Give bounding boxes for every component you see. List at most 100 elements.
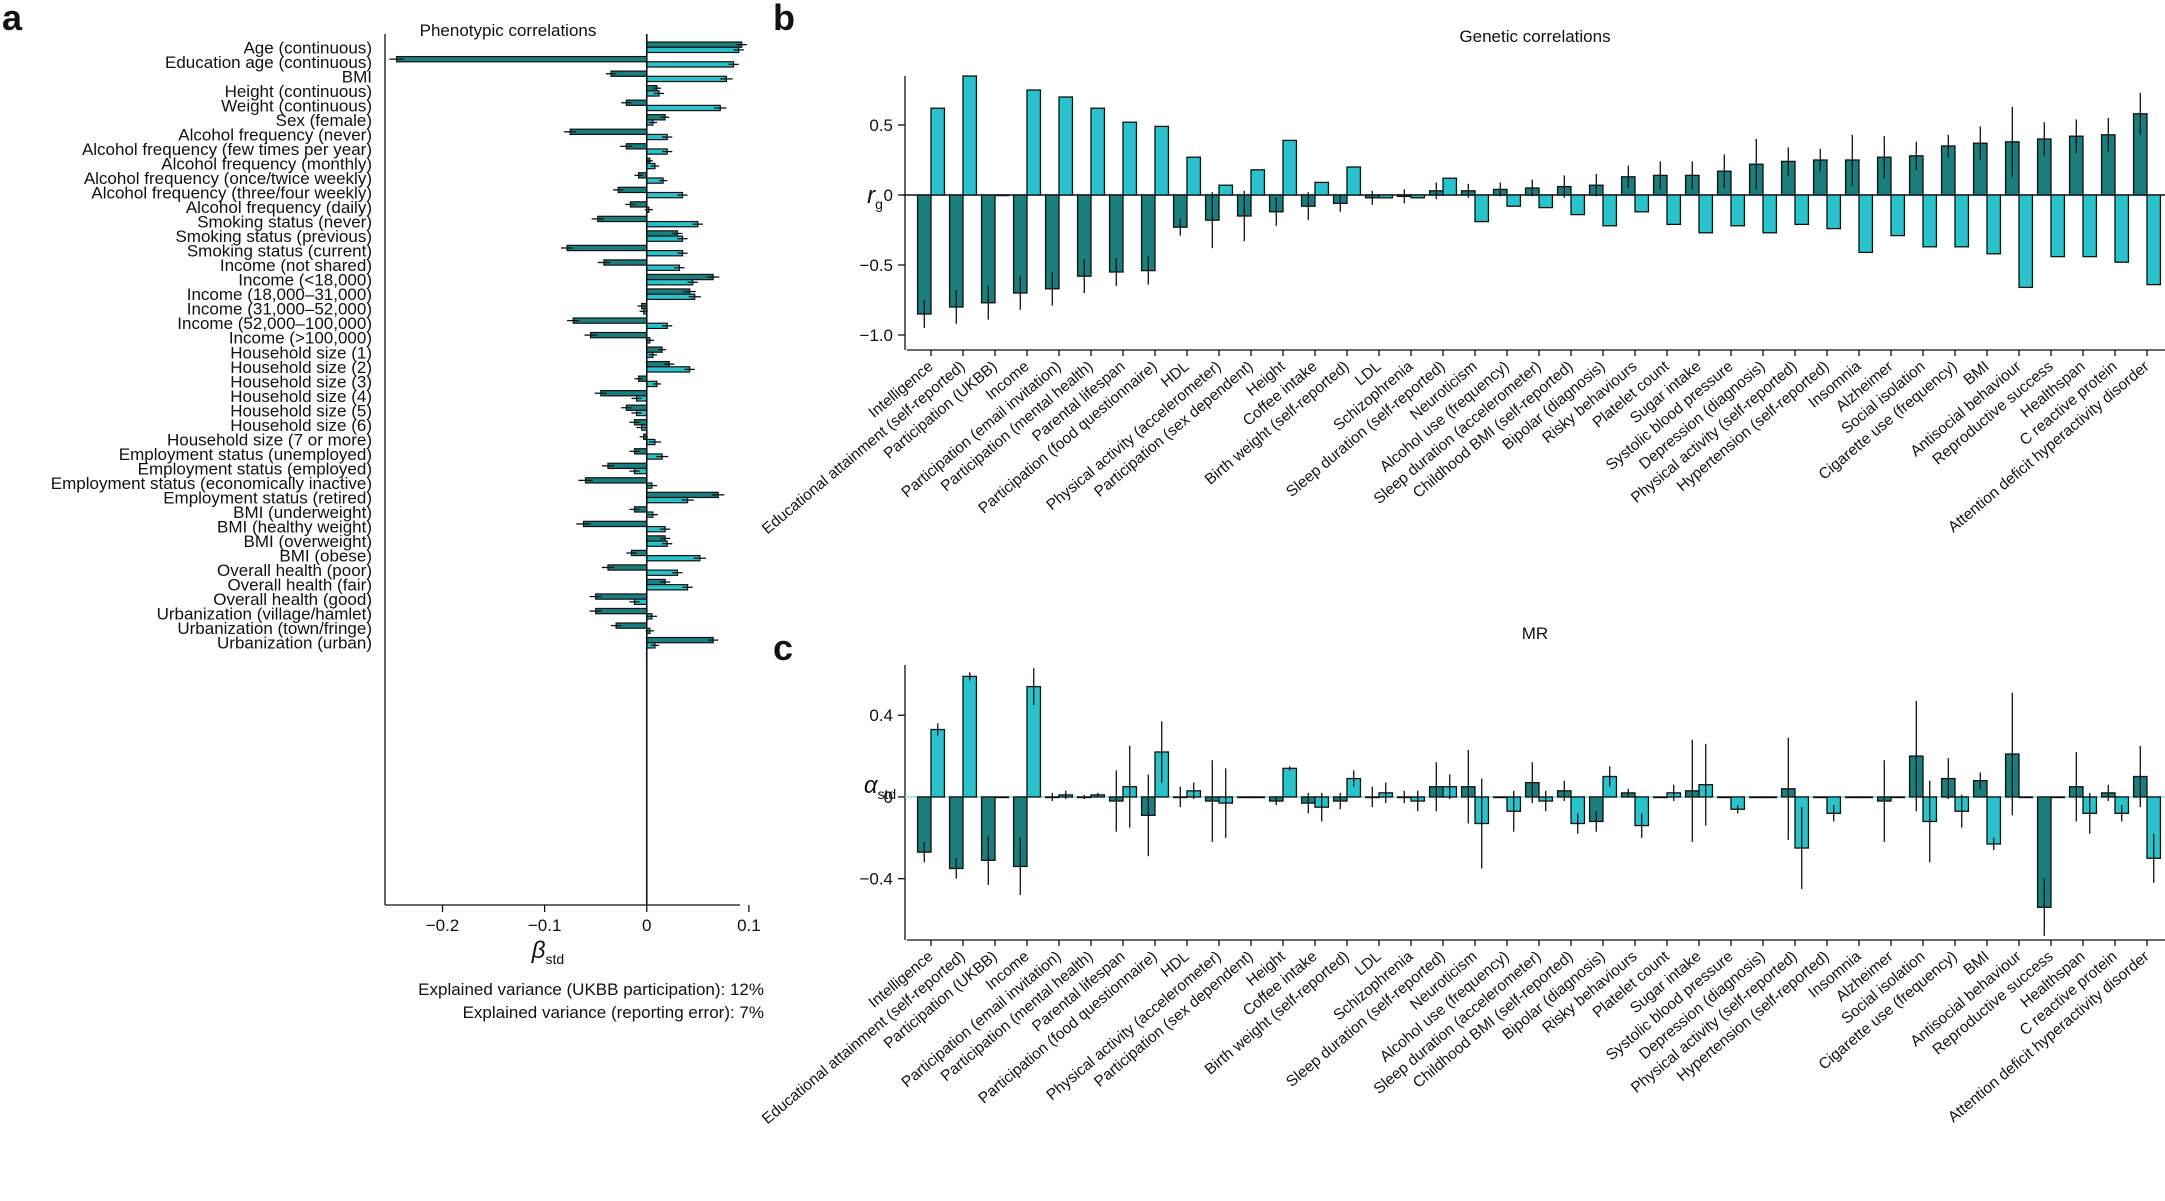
- bar-reporting-error-ldl: [1378, 194, 1394, 199]
- bar-reporting-error-educational-attainment-self-reported: [962, 75, 978, 196]
- row-label-income-18-000-31-000: Income (18,000–31,000): [187, 285, 372, 304]
- y-tick-label: −0.5: [859, 256, 893, 275]
- row-label-household-size-2: Household size (2): [230, 358, 372, 377]
- row-label-income-52-000-100-000: Income (52,000–100,000): [177, 314, 372, 333]
- bar-ukbb-participation-educational-attainment-self-reported: [948, 796, 964, 870]
- row-label-alcohol-frequency-never: Alcohol frequency (never): [178, 125, 372, 144]
- panel-b-genetic-correlations: b Genetic correlations rg 0.50−0.5−1.0In…: [759, 0, 2165, 538]
- bar-reporting-error-insomnia: [1858, 796, 1874, 799]
- x-category-label-educational-attainment-self-reported: Educational attainment (self-reported): [759, 358, 969, 538]
- panel-c-y-axis-subscript: std: [878, 786, 897, 802]
- row-label-household-size-6: Household size (6): [230, 416, 372, 435]
- y-tick-label: 0.4: [869, 706, 893, 725]
- row-label-bmi: BMI: [342, 67, 372, 86]
- panel-a-title: Phenotypic correlations: [420, 21, 597, 40]
- bar-reporting-error-physical-activity-self-reported: [1794, 194, 1810, 226]
- bar-reporting-error-smoking-status-current: [646, 249, 684, 257]
- bar-reporting-error-risky-behaviours: [1634, 194, 1650, 213]
- bar-ukbb-participation-smoking-status-never: [597, 215, 648, 223]
- row-label-bmi-underweight: BMI (underweight): [233, 503, 372, 522]
- bar-reporting-error-birth-weight-self-reported: [1346, 166, 1362, 196]
- bar-ukbb-participation-insomnia: [1844, 796, 1860, 799]
- row-label-bmi-healthy-weight: BMI (healthy weight): [217, 518, 372, 537]
- bar-ukbb-participation-household-size-4: [600, 390, 648, 397]
- bar-ukbb-participation-education-age-continuous: [395, 55, 648, 63]
- row-label-smoking-status-current: Smoking status (current): [187, 242, 372, 261]
- bar-ukbb-participation-employment-status-retired: [646, 491, 719, 499]
- explained-variance-participation: Explained variance (UKBB participation):…: [418, 980, 764, 999]
- bar-reporting-error-income-18-000-31-000: [646, 293, 696, 300]
- bar-reporting-error-participation-mental-health: [1090, 107, 1106, 196]
- panel-b-y-axis-label: rg: [867, 182, 883, 212]
- bar-ukbb-participation-income-18-000-31-000: [646, 288, 691, 295]
- row-label-alcohol-frequency-few-times-per-year: Alcohol frequency (few times per year): [82, 140, 372, 159]
- row-label-income-31-000-52-000: Income (31,000–52,000): [187, 300, 372, 319]
- bar-reporting-error-platelet-count: [1666, 194, 1682, 226]
- bar-reporting-error-income-18-000: [646, 279, 694, 286]
- panel-a-bars: [389, 41, 747, 649]
- x-tick-label: −0.2: [426, 916, 460, 935]
- row-label-alcohol-frequency-monthly: Alcohol frequency (monthly): [161, 154, 372, 173]
- bar-reporting-error-social-isolation: [1922, 194, 1938, 248]
- bar-reporting-error-participation-sex-dependent: [1250, 169, 1266, 196]
- x-tick-label: 0: [642, 916, 651, 935]
- row-label-age-continuous: Age (continuous): [243, 38, 372, 57]
- bar-reporting-error-neuroticism: [1474, 194, 1490, 223]
- bar-ukbb-participation-employment-status-economically-inactive: [584, 477, 648, 484]
- bar-reporting-error-smoking-status-never: [646, 220, 699, 228]
- x-tick-label: −0.1: [528, 916, 562, 935]
- bar-reporting-error-overall-health-fair: [646, 584, 689, 591]
- panel-a-x-axis-symbol: β: [531, 937, 546, 964]
- bar-reporting-error-childhood-bmi-self-reported: [1570, 194, 1586, 216]
- panel-a-rows: Age (continuous)Education age (continuou…: [51, 38, 372, 652]
- panel-a-x-axis-subscript: std: [546, 951, 565, 967]
- row-label-urbanization-urban: Urbanization (urban): [217, 634, 372, 653]
- row-label-household-size-3: Household size (3): [230, 372, 372, 391]
- bar-reporting-error-alcohol-use-frequency: [1506, 194, 1522, 207]
- row-label-overall-health-poor: Overall health (poor): [217, 561, 372, 580]
- bar-ukbb-participation-alcohol-use-frequency: [1492, 796, 1508, 799]
- bar-reporting-error-alcohol-frequency-three-four-weekly: [646, 191, 684, 199]
- bar-reporting-error-antisocial-behaviour: [2018, 796, 2034, 799]
- bar-reporting-error-c-reactive-protein: [2114, 194, 2130, 263]
- bar-reporting-error-alzheimer: [1890, 194, 1906, 237]
- bar-reporting-error-bmi: [646, 75, 728, 83]
- row-label-overall-health-fair: Overall health (fair): [227, 576, 372, 595]
- bar-ukbb-participation-systolic-blood-pressure: [1716, 796, 1732, 799]
- bar-reporting-error-income: [1026, 89, 1042, 196]
- bar-reporting-error-systolic-blood-pressure: [1730, 194, 1746, 227]
- row-label-employment-status-unemployed: Employment status (unemployed): [119, 445, 372, 464]
- row-label-alcohol-frequency-three-four-weekly: Alcohol frequency (three/four weekly): [91, 184, 372, 203]
- bar-ukbb-participation-smoking-status-current: [566, 244, 648, 252]
- x-category-label-educational-attainment-self-reported: Educational attainment (self-reported): [759, 948, 969, 1128]
- bar-reporting-error-reproductive-success: [2050, 796, 2066, 799]
- bar-reporting-error-weight-continuous: [646, 104, 721, 112]
- panel-c-y-axis-symbol: α: [864, 772, 879, 799]
- row-label-household-size-1: Household size (1): [230, 343, 372, 362]
- bar-ukbb-participation-overall-health-good: [595, 593, 648, 600]
- bar-reporting-error-sugar-intake: [1698, 194, 1714, 234]
- bar-reporting-error-intelligence: [930, 107, 946, 196]
- row-label-income-not-shared: Income (not shared): [220, 256, 372, 275]
- bar-reporting-error-intelligence: [930, 728, 946, 798]
- y-tick-label: 0: [884, 186, 893, 205]
- y-tick-label: 0: [884, 788, 893, 807]
- y-tick-label: 0.5: [869, 116, 893, 135]
- row-label-alcohol-frequency-daily: Alcohol frequency (daily): [186, 198, 372, 217]
- row-label-household-size-4: Household size (4): [230, 387, 372, 406]
- bar-reporting-error-coffee-intake: [1314, 181, 1330, 196]
- bar-reporting-error-depression-diagnosis: [1762, 194, 1778, 234]
- bar-reporting-error-insomnia: [1858, 194, 1874, 254]
- panel-a-letter: a: [2, 0, 23, 38]
- bar-ukbb-participation-income-not-shared: [603, 259, 648, 266]
- panel-c-y-axis-label: αstd: [864, 772, 896, 802]
- bar-reporting-error-antisocial-behaviour: [2018, 194, 2034, 289]
- row-label-alcohol-frequency-once-twice-weekly: Alcohol frequency (once/twice weekly): [84, 169, 372, 188]
- bar-reporting-error-age-continuous: [646, 46, 740, 54]
- bar-reporting-error-education-age-continuous: [646, 61, 735, 68]
- row-label-weight-continuous: Weight (continuous): [221, 96, 372, 115]
- row-label-smoking-status-previous: Smoking status (previous): [175, 227, 372, 246]
- bar-ukbb-participation-platelet-count: [1652, 796, 1668, 799]
- bar-reporting-error-smoking-status-previous: [646, 235, 684, 242]
